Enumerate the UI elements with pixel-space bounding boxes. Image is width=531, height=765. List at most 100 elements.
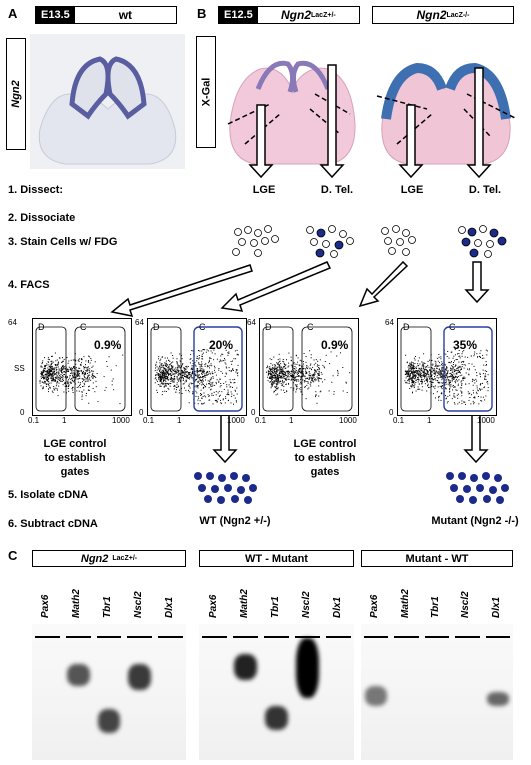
- facs-plot-4: [397, 318, 497, 416]
- well-marker: [65, 636, 91, 638]
- gate-d-label: D: [153, 322, 160, 332]
- well-marker: [455, 636, 480, 638]
- well-marker: [233, 636, 258, 638]
- gate-d-label: D: [265, 322, 272, 332]
- gate-d-label: D: [38, 322, 45, 332]
- gate-c-label: C: [80, 322, 87, 332]
- dtel-label-mut: D. Tel.: [468, 184, 502, 196]
- x-axis-mid: 1: [62, 416, 67, 425]
- mutant-label: Mutant (Ngn2 -/-): [431, 515, 519, 527]
- arrow-facs-1: [110, 264, 253, 317]
- gene-label-tbr1: Tbr1: [269, 596, 281, 618]
- y-axis-max: 64: [385, 318, 394, 327]
- gene-label-nscl2: Nscl2: [460, 591, 472, 618]
- control-label-1: LGE control to establish gates: [43, 438, 107, 478]
- well-marker: [158, 636, 183, 638]
- well-marker: [326, 636, 351, 638]
- lge-label-mut: LGE: [400, 184, 424, 196]
- panel-b-het-header: E12.5 Ngn2 LacZ+/-: [218, 6, 360, 24]
- gate-percent: 20%: [209, 338, 234, 352]
- gene-label-pax6: Pax6: [207, 594, 219, 618]
- band: [265, 706, 288, 730]
- gate-percent: 0.9%: [94, 338, 122, 352]
- gene-label-nscl2: Nscl2: [132, 591, 144, 618]
- stage-label-b: E12.5: [219, 7, 258, 23]
- step-6: 6. Subtract cDNA: [8, 518, 98, 530]
- probe-label-box: Ngn2: [6, 38, 26, 150]
- gene-label-math2: Math2: [399, 589, 411, 618]
- gene-label-dlx1: Dlx1: [163, 596, 175, 618]
- arrow-facs-3: [358, 260, 409, 308]
- blot-title-2: WT - Mutant: [199, 550, 354, 567]
- well-marker: [485, 636, 510, 638]
- x-axis-mid: 1: [427, 416, 432, 425]
- ss-axis-label: SS: [14, 364, 25, 373]
- well-marker: [264, 636, 289, 638]
- genotype-label: wt: [118, 8, 133, 22]
- y-axis-min: 0: [20, 408, 25, 417]
- gene-label-math2: Math2: [71, 589, 83, 618]
- y-axis-min: 0: [389, 408, 394, 417]
- band: [296, 638, 319, 698]
- blot-title-1: Ngn2 LacZ+/-: [32, 550, 186, 567]
- ngn2-in-situ-image: [30, 34, 185, 169]
- arrow-lge-mut: [398, 104, 424, 179]
- facs-plot-3: [259, 318, 359, 416]
- y-axis-max: 64: [135, 318, 144, 327]
- step-5: 5. Isolate cDNA: [8, 489, 89, 501]
- x-axis-min: 0.1: [255, 416, 267, 425]
- blot-title-3: Mutant - WT: [361, 550, 513, 567]
- mut-genotype: Ngn2 LacZ-/-: [416, 8, 470, 22]
- blot-1: [32, 624, 186, 760]
- stage-label: E13.5: [36, 7, 75, 23]
- blot-3: [361, 624, 513, 760]
- gene-label-tbr1: Tbr1: [430, 596, 441, 618]
- band: [486, 692, 509, 706]
- x-axis-max: 1000: [227, 416, 245, 425]
- blot-2: [199, 624, 354, 760]
- band: [128, 664, 152, 690]
- x-axis-min: 0.1: [143, 416, 155, 425]
- x-axis-max: 1000: [477, 416, 495, 425]
- x-axis-min: 0.1: [393, 416, 405, 425]
- arrow-facs-2: [220, 261, 332, 312]
- gene-label-tbr1: Tbr1: [102, 596, 113, 618]
- lge-label-het: LGE: [252, 184, 276, 196]
- mut-cdna-dots: [446, 472, 509, 504]
- x-axis-mid: 1: [289, 416, 294, 425]
- gate-d-label: D: [403, 322, 410, 332]
- gate-percent: 35%: [453, 338, 478, 352]
- y-axis-min: 0: [251, 408, 256, 417]
- well-marker: [96, 636, 122, 638]
- band: [234, 654, 257, 680]
- x-axis-min: 0.1: [28, 416, 40, 425]
- well-marker: [35, 636, 60, 638]
- well-marker: [127, 636, 153, 638]
- well-marker: [364, 636, 389, 638]
- wt-label: WT (Ngn2 +/-): [199, 515, 271, 527]
- well-marker: [394, 636, 419, 638]
- well-marker: [202, 636, 227, 638]
- gate-c-label: C: [307, 322, 314, 332]
- dtel-label-het: D. Tel.: [320, 184, 354, 196]
- facs-plot-1: [32, 318, 132, 416]
- y-axis-max: 64: [8, 318, 17, 327]
- gate-c-label: C: [199, 322, 206, 332]
- panel-letter-a: A: [8, 6, 18, 21]
- x-axis-max: 1000: [112, 416, 130, 425]
- gate-c-label: C: [449, 322, 456, 332]
- control-label-2: LGE control to establish gates: [293, 438, 357, 478]
- well-marker: [295, 636, 320, 638]
- gate-percent: 0.9%: [321, 338, 349, 352]
- gene-label-dlx1: Dlx1: [490, 596, 502, 618]
- cell-groups: [232, 225, 507, 258]
- x-axis-mid: 1: [177, 416, 182, 425]
- arrow-lge-het: [248, 104, 274, 179]
- step-1: 1. Dissect:: [8, 184, 64, 196]
- facs-plot-2: [147, 318, 247, 416]
- band: [66, 664, 90, 686]
- band: [97, 709, 121, 733]
- xgal-label-box: X-Gal: [196, 36, 216, 148]
- panel-b-mut-header: Ngn2 LacZ-/-: [372, 6, 514, 24]
